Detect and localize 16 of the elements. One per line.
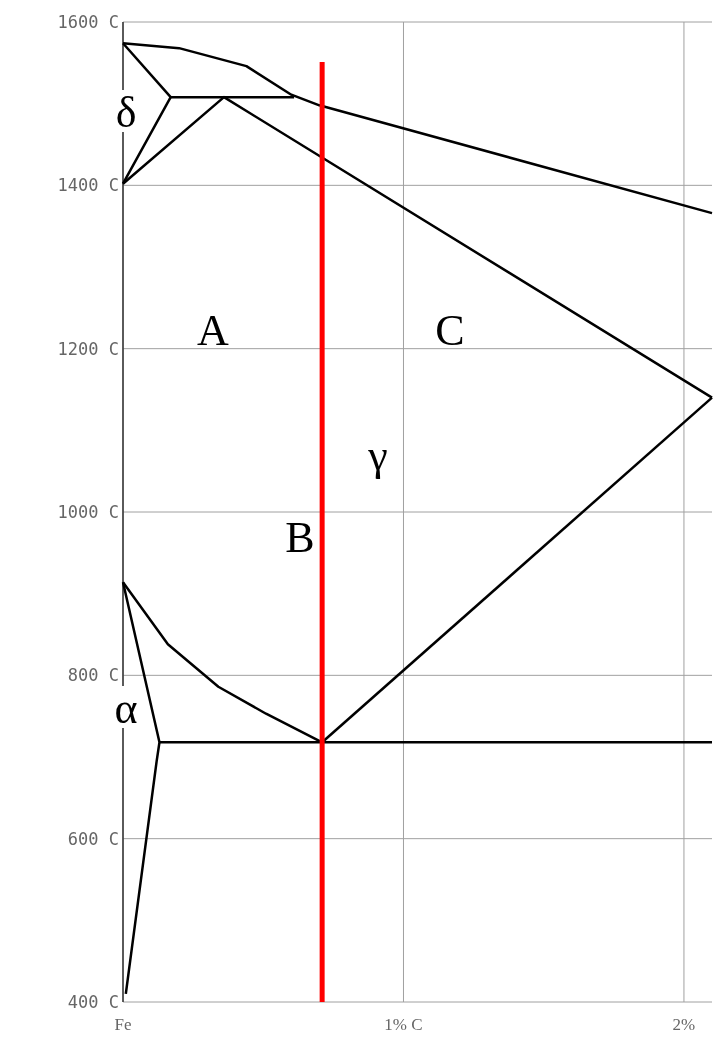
annotation: δ <box>115 88 137 138</box>
annotation: α <box>114 684 138 734</box>
annotation: A <box>197 306 230 356</box>
x-tick-label: 2% <box>672 1015 696 1034</box>
x-tick-label: 1% C <box>384 1015 423 1034</box>
y-tick-label: 1200 C <box>57 338 119 359</box>
y-tick-label: 600 C <box>67 828 119 849</box>
y-tick-label: 1000 C <box>57 501 119 522</box>
y-tick-label: 800 C <box>67 665 119 686</box>
y-tick-label: 1600 C <box>57 11 119 32</box>
annotation: B <box>285 513 315 563</box>
x-tick-label: Fe <box>114 1015 132 1034</box>
y-tick-label: 400 C <box>67 991 119 1012</box>
annotation: γ <box>367 431 388 481</box>
annotation: C <box>435 306 465 356</box>
y-tick-label: 1400 C <box>57 175 119 196</box>
